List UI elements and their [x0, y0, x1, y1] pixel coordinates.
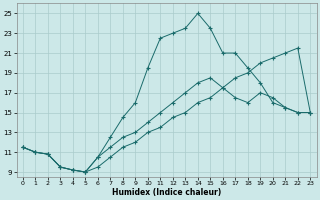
X-axis label: Humidex (Indice chaleur): Humidex (Indice chaleur) — [112, 188, 221, 197]
